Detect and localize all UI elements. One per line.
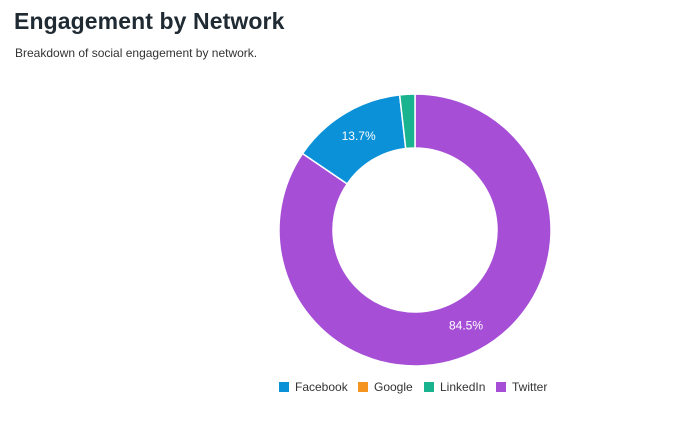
legend-label-google: Google	[374, 380, 413, 394]
legend-item-linkedin[interactable]: LinkedIn	[424, 380, 485, 394]
legend-label-twitter: Twitter	[512, 380, 548, 394]
slice-label-facebook: 13.7%	[342, 129, 376, 143]
slice-linkedin[interactable]	[398, 93, 416, 150]
chart-legend: Facebook Google LinkedIn Twitter	[0, 380, 689, 396]
legend-label-facebook: Facebook	[295, 380, 348, 394]
legend-item-google[interactable]: Google	[358, 380, 413, 394]
donut-slices	[278, 93, 552, 367]
slice-label-twitter: 84.5%	[449, 319, 483, 333]
slice-twitter[interactable]	[278, 93, 552, 367]
legend-swatch-linkedin	[424, 382, 434, 392]
legend-swatch-facebook	[279, 382, 289, 392]
legend-swatch-google	[358, 382, 368, 392]
legend-item-twitter[interactable]: Twitter	[496, 380, 547, 394]
chart-title: Engagement by Network	[14, 8, 285, 34]
legend-label-linkedin: LinkedIn	[440, 380, 486, 394]
donut-slice-labels: 84.5% 13.7%	[342, 129, 484, 333]
legend-item-facebook[interactable]: Facebook	[279, 380, 348, 394]
chart-subtitle: Breakdown of social engagement by networ…	[15, 46, 258, 60]
legend-swatch-twitter	[496, 382, 506, 392]
